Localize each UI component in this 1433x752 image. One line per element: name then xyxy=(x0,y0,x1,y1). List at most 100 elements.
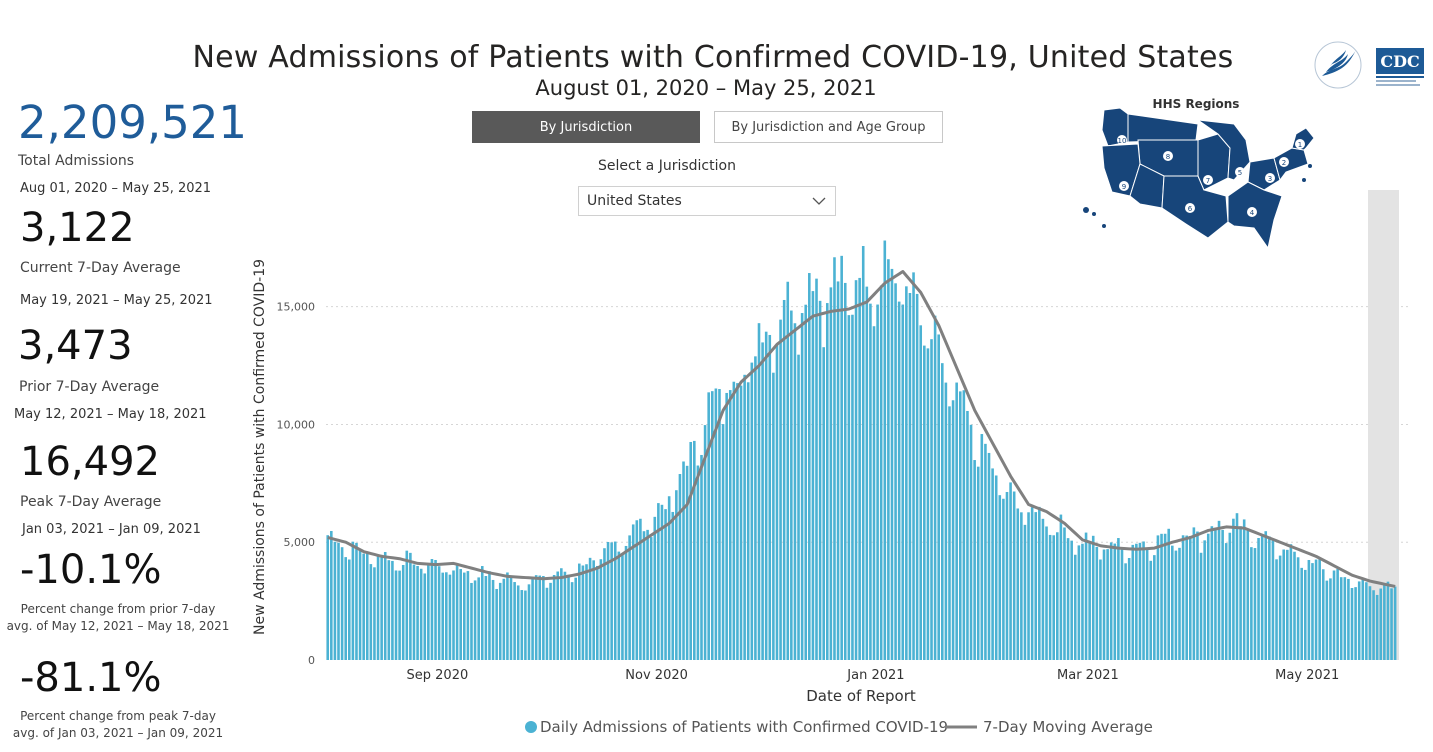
daily-bar xyxy=(840,255,843,660)
daily-bar xyxy=(1293,551,1296,660)
x-axis-label: Date of Report xyxy=(806,687,916,705)
daily-bar xyxy=(915,293,919,660)
daily-bar xyxy=(847,315,851,660)
daily-bar xyxy=(1081,543,1084,660)
daily-bar xyxy=(1156,535,1160,660)
daily-bar xyxy=(495,588,498,660)
daily-bar xyxy=(484,576,488,660)
daily-bar xyxy=(380,554,383,660)
daily-bar xyxy=(358,549,362,660)
x-tick-label: Mar 2021 xyxy=(1057,668,1119,683)
daily-bar xyxy=(775,344,779,660)
daily-bar xyxy=(1228,532,1232,660)
daily-bar xyxy=(1174,550,1178,660)
daily-bar xyxy=(351,541,355,660)
daily-bar xyxy=(1084,532,1088,660)
daily-bar xyxy=(1196,531,1199,660)
change-prior-note-line1: Percent change from prior 7-day xyxy=(20,602,216,616)
daily-bar xyxy=(488,571,491,660)
daily-bar xyxy=(976,466,980,660)
svg-text:3: 3 xyxy=(1268,175,1272,183)
daily-bar xyxy=(861,246,865,660)
y-axis-ticks: 0 5,000 10,000 15,000 xyxy=(277,301,316,667)
daily-bar xyxy=(721,424,725,660)
x-tick-label: Nov 2020 xyxy=(625,668,688,683)
svg-text:5: 5 xyxy=(1238,169,1242,177)
daily-bar xyxy=(955,382,958,660)
daily-bar xyxy=(556,571,560,660)
daily-bar xyxy=(994,475,998,660)
daily-bar xyxy=(470,582,473,660)
daily-bar xyxy=(833,257,836,660)
change-peak-value: -81.1% xyxy=(20,655,162,701)
daily-bar xyxy=(1307,560,1311,660)
daily-bar xyxy=(710,391,714,660)
daily-bar xyxy=(445,572,448,660)
daily-bar xyxy=(534,575,538,660)
daily-bar xyxy=(1250,547,1253,660)
daily-bar xyxy=(689,441,693,660)
daily-bar xyxy=(1102,549,1106,660)
daily-bar xyxy=(373,567,376,660)
daily-bar xyxy=(1135,543,1138,660)
daily-bar xyxy=(649,537,653,660)
daily-bar xyxy=(1185,535,1188,660)
y-tick-label: 0 xyxy=(308,654,315,667)
daily-bar xyxy=(779,319,782,660)
daily-bar xyxy=(991,468,994,660)
daily-bar xyxy=(858,277,861,660)
current-7day-label: Current 7-Day Average xyxy=(20,260,181,276)
svg-text:7: 7 xyxy=(1206,177,1210,185)
daily-bar xyxy=(1214,529,1217,660)
daily-bar xyxy=(1117,538,1120,660)
daily-bar xyxy=(1260,535,1264,660)
hhs-regions-map[interactable]: 10 8 9 6 7 5 4 3 2 1 xyxy=(1078,100,1318,250)
daily-bar xyxy=(1120,548,1124,660)
daily-bar xyxy=(757,323,761,660)
x-tick-label: Sep 2020 xyxy=(407,668,469,683)
by-jurisdiction-button[interactable]: By Jurisdiction xyxy=(472,111,700,143)
daily-bar xyxy=(739,385,743,660)
daily-bar xyxy=(563,571,567,660)
daily-bar xyxy=(498,582,502,660)
daily-bar xyxy=(1063,527,1066,660)
jurisdiction-select[interactable]: United States xyxy=(578,186,836,216)
daily-bar xyxy=(872,326,876,660)
daily-bar xyxy=(376,554,380,660)
daily-bar xyxy=(337,542,340,660)
daily-bar xyxy=(624,545,628,660)
daily-bar xyxy=(887,259,890,660)
daily-bar xyxy=(452,570,455,660)
hhs-logo-icon xyxy=(1314,41,1362,89)
legend-daily-marker xyxy=(525,721,537,733)
daily-bar xyxy=(545,587,549,660)
daily-bar xyxy=(1357,581,1361,660)
daily-bar xyxy=(768,334,772,660)
daily-bar xyxy=(1275,559,1278,660)
daily-bar xyxy=(1145,548,1149,660)
daily-bar xyxy=(1016,508,1020,660)
daily-bar xyxy=(642,531,646,660)
daily-bar xyxy=(1321,569,1325,660)
daily-bar xyxy=(603,548,606,660)
legend-ma-label: 7-Day Moving Average xyxy=(983,718,1153,736)
daily-bar xyxy=(1289,544,1293,660)
daily-bar xyxy=(682,461,685,660)
daily-bar xyxy=(355,542,358,660)
daily-bar xyxy=(894,283,897,660)
daily-bar xyxy=(1282,549,1286,660)
daily-bar xyxy=(1088,542,1091,660)
daily-bar xyxy=(693,440,696,660)
daily-bar xyxy=(1325,580,1329,660)
daily-bar xyxy=(1005,491,1009,660)
daily-bar xyxy=(786,281,790,660)
daily-bar xyxy=(854,280,858,660)
by-jurisdiction-age-button[interactable]: By Jurisdiction and Age Group xyxy=(714,111,943,143)
daily-bar xyxy=(951,400,955,660)
daily-bar xyxy=(1232,518,1235,660)
daily-bar xyxy=(646,529,649,660)
daily-bar xyxy=(897,301,901,660)
daily-bar xyxy=(782,299,786,660)
daily-bar xyxy=(707,392,710,660)
